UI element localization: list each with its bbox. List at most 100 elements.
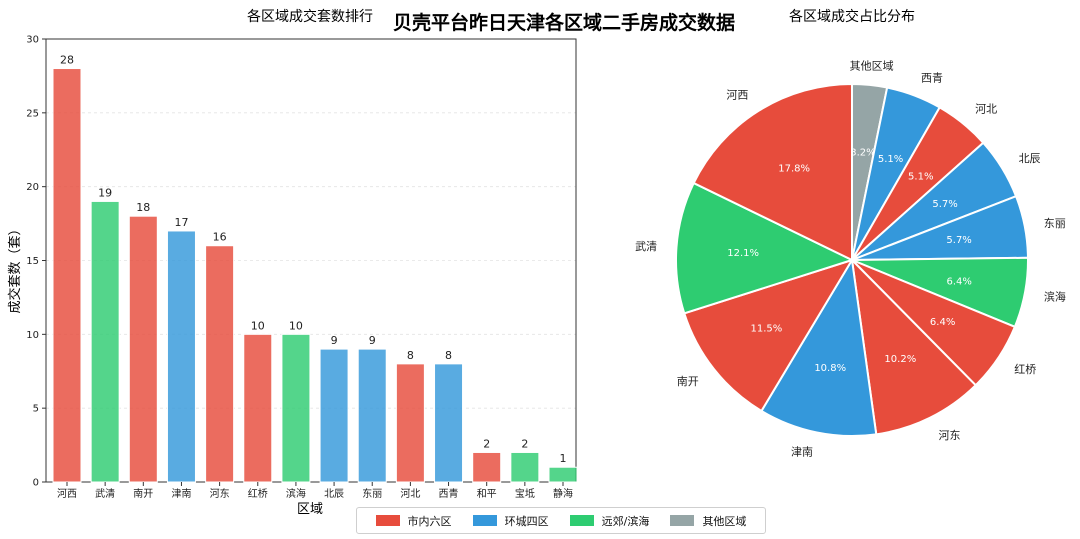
bar-河东 [205, 245, 235, 483]
pie-percent-label: 5.7% [932, 199, 957, 210]
bar-value-label: 9 [331, 334, 338, 347]
bar-和平 [472, 451, 502, 483]
bar-西青 [434, 363, 464, 483]
bar-value-label: 28 [60, 54, 74, 67]
legend-swatch-other [670, 515, 695, 526]
legend-label: 环城四区 [504, 514, 549, 528]
bar-value-label: 2 [483, 437, 490, 450]
pie-category-label: 滨海 [1044, 290, 1066, 304]
x-tick-label: 河东 [210, 487, 230, 500]
legend-swatch-ring-four [472, 515, 497, 526]
bar-value-label: 17 [174, 216, 188, 229]
legend-item-inner-six: 市内六区 [375, 513, 452, 529]
legend-item-outer-suburb: 远郊/滨海 [569, 513, 650, 529]
x-tick-label: 东丽 [362, 487, 382, 500]
legend-item-other: 其他区域 [670, 513, 746, 529]
bar-南开 [128, 215, 158, 483]
pie-percent-label: 3.2% [850, 147, 875, 158]
pie-slice-津南 [760, 257, 878, 437]
pie-slice-河东 [850, 257, 978, 436]
pie-category-label: 南开 [677, 375, 699, 388]
bar-value-label: 8 [445, 349, 452, 362]
legend-swatch-inner-six [375, 515, 400, 526]
bar-plot-frame [45, 38, 577, 483]
bar-x-axis-label: 区域 [297, 502, 323, 517]
bar-静海 [548, 466, 578, 483]
pie-chart: 3.2% 其他区域 5.1% 西青 5.1% 河北 5.7% 北辰 5.7% 东丽 6.4% 滨海 6.… [635, 60, 1066, 459]
main-title: 贝壳平台昨日天津各区域二手房成交数据 [393, 11, 735, 34]
pie-slice-河西 [692, 82, 853, 262]
bar-河西 [52, 68, 82, 483]
pie-percent-label: 12.1% [727, 248, 759, 259]
legend: 市内六区 环城四区 远郊/滨海 其他区域 [356, 507, 766, 534]
pie-percent-label: 5.1% [878, 154, 903, 165]
legend-label: 远郊/滨海 [601, 514, 650, 528]
bar-津南 [166, 230, 196, 483]
pie-category-label: 西青 [921, 71, 943, 84]
bar-东丽 [357, 348, 387, 483]
pie-slice-武清 [675, 181, 855, 315]
bar-value-label: 16 [213, 231, 227, 244]
bar-武清 [90, 200, 120, 483]
pie-category-label: 其他区域 [850, 60, 894, 73]
x-tick-label: 南开 [133, 487, 153, 500]
pie-slice-南开 [683, 258, 855, 413]
legend-label: 市内六区 [407, 514, 452, 528]
pie-percent-label: 5.1% [908, 171, 933, 182]
bar-北辰 [319, 348, 349, 483]
pie-category-label: 津南 [791, 445, 813, 458]
x-tick-label: 红桥 [248, 487, 268, 500]
legend-swatch-outer-suburb [569, 515, 594, 526]
x-tick-label: 北辰 [324, 488, 344, 500]
bar-value-label: 10 [251, 319, 265, 332]
pie-category-label: 河东 [938, 429, 960, 442]
pie-category-label: 北辰 [1019, 152, 1041, 165]
x-tick-label: 宝坻 [515, 487, 535, 500]
x-tick-label: 静海 [553, 487, 573, 500]
x-tick-label: 津南 [171, 487, 191, 500]
x-tick-label: 河西 [57, 488, 77, 500]
bar-chart: 05101520253028河西19武清18南开17津南16河东10红桥10滨海… [26, 35, 578, 500]
x-tick-label: 和平 [477, 488, 497, 500]
pie-category-label: 东丽 [1044, 217, 1066, 230]
bar-value-label: 18 [136, 201, 150, 214]
pie-chart-title: 各区域成交占比分布 [789, 8, 915, 25]
bar-红桥 [243, 333, 273, 483]
y-tick-label: 25 [26, 108, 39, 119]
pie-percent-label: 10.2% [884, 354, 916, 365]
bar-河北 [395, 363, 425, 483]
bar-value-label: 1 [560, 452, 567, 465]
y-tick-label: 20 [26, 182, 39, 193]
pie-category-label: 河西 [726, 88, 748, 101]
pie-percent-label: 6.4% [946, 276, 971, 287]
bar-宝坻 [510, 451, 540, 483]
y-tick-label: 30 [26, 35, 39, 46]
y-tick-label: 0 [33, 478, 39, 489]
pie-percent-label: 5.7% [946, 235, 971, 246]
pie-percent-label: 17.8% [778, 164, 810, 175]
x-tick-label: 滨海 [286, 487, 306, 500]
pie-category-label: 河北 [975, 102, 997, 115]
x-tick-label: 武清 [95, 487, 115, 500]
pie-category-label: 武清 [635, 240, 657, 253]
pie-percent-label: 11.5% [751, 324, 783, 335]
bar-value-label: 9 [369, 334, 376, 347]
bar-chart-title: 各区域成交套数排行 [247, 8, 373, 25]
pie-percent-label: 6.4% [930, 317, 955, 328]
legend-item-ring-four: 环城四区 [472, 513, 549, 529]
bar-value-label: 8 [407, 349, 414, 362]
x-tick-label: 河北 [400, 488, 420, 500]
y-tick-label: 10 [26, 330, 39, 341]
bar-y-axis-label: 成交套数（套） [7, 222, 23, 313]
bar-滨海 [281, 333, 311, 483]
pie-percent-label: 10.8% [814, 363, 846, 374]
pie-category-label: 红桥 [1014, 363, 1036, 376]
y-tick-label: 5 [33, 404, 39, 415]
bar-value-label: 19 [98, 186, 112, 199]
legend-label: 其他区域 [702, 514, 747, 528]
y-tick-label: 15 [26, 256, 39, 267]
bar-value-label: 2 [521, 437, 528, 450]
bar-value-label: 10 [289, 319, 303, 332]
x-tick-label: 西青 [439, 487, 459, 500]
